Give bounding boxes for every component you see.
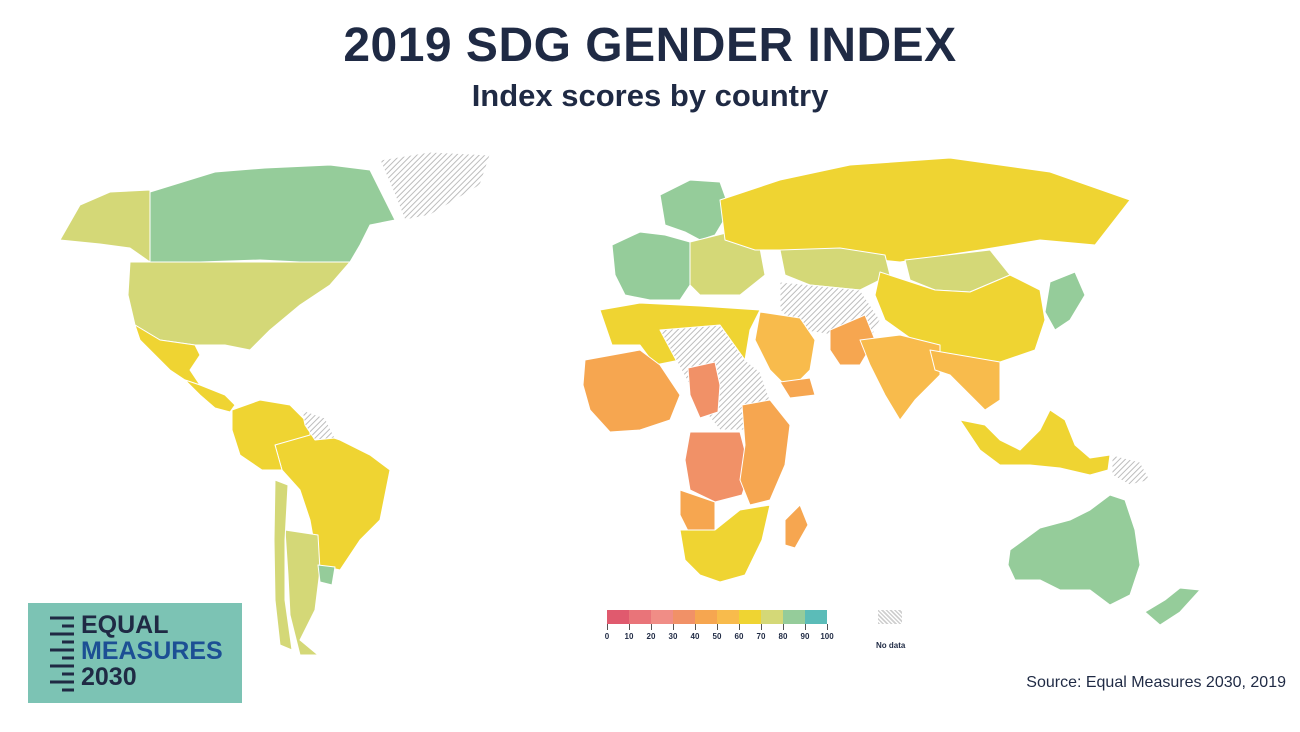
legend-swatch-3 <box>673 610 695 624</box>
legend-tick-4 <box>695 624 696 630</box>
legend-bar <box>607 610 827 624</box>
no-data-label: No data <box>876 641 906 650</box>
legend-swatch-6 <box>739 610 761 624</box>
legend-swatch-8 <box>783 610 805 624</box>
page-title: 2019 SDG GENDER INDEX <box>343 19 957 72</box>
legend-tick-7 <box>761 624 762 630</box>
legend-swatch-9 <box>805 610 827 624</box>
region-india <box>859 334 941 421</box>
region-kazakhstan <box>779 247 891 291</box>
equal-measures-logo: EQUAL MEASURES 2030 <box>28 603 242 703</box>
legend-swatch-5 <box>717 610 739 624</box>
legend-tick-8 <box>783 624 784 630</box>
legend-swatch-7 <box>761 610 783 624</box>
region-central-africa <box>684 431 751 503</box>
logo-lines-icon <box>50 616 74 692</box>
legend-swatch-4 <box>695 610 717 624</box>
no-data-legend: No data <box>876 610 905 650</box>
region-guianas <box>301 409 336 441</box>
region-japan <box>1044 271 1086 331</box>
region-uruguay <box>317 564 336 586</box>
legend-tick-2 <box>651 624 652 630</box>
region-united-states <box>127 261 351 351</box>
region-indonesia <box>959 409 1111 476</box>
legend-label-100: 100 <box>820 632 834 641</box>
region-central-america <box>184 379 236 413</box>
legend-label-0: 0 <box>604 632 610 641</box>
region-northern-south-america <box>231 399 311 471</box>
legend-tick-0 <box>607 624 608 630</box>
region-western-europe <box>611 231 691 301</box>
page-subtitle: Index scores by country <box>471 78 829 113</box>
source-note: Source: Equal Measures 2030, 2019 <box>1026 674 1286 691</box>
region-papua-new-guinea <box>1111 454 1151 486</box>
legend-tick-5 <box>717 624 718 630</box>
region-chile <box>273 479 293 651</box>
legend-label-30: 30 <box>668 632 678 641</box>
region-brazil <box>274 429 391 571</box>
region-southern-africa <box>679 504 771 583</box>
legend-swatch-0 <box>607 610 629 624</box>
legend-label-70: 70 <box>756 632 766 641</box>
region-yemen <box>779 377 816 399</box>
region-australia <box>1007 494 1141 606</box>
legend-label-40: 40 <box>690 632 700 641</box>
region-southeast-asia <box>929 349 1001 411</box>
region-russia <box>719 157 1131 263</box>
region-east-africa <box>739 399 791 506</box>
region-argentina <box>284 529 321 656</box>
legend-tick-10 <box>827 624 828 630</box>
region-canada <box>149 164 396 263</box>
color-legend: 0 10 20 30 40 50 60 70 80 90 100 <box>604 610 834 648</box>
legend-label-80: 80 <box>778 632 788 641</box>
legend-tick-6 <box>739 624 740 630</box>
legend-swatch-1 <box>629 610 651 624</box>
legend-tick-3 <box>673 624 674 630</box>
logo-text-line2: MEASURES <box>81 637 223 665</box>
region-new-zealand <box>1144 587 1201 626</box>
logo-text-line3: 2030 <box>81 663 137 691</box>
region-chad <box>687 361 721 419</box>
legend-swatch-2 <box>651 610 673 624</box>
legend-ticks: 0 10 20 30 40 50 60 70 80 90 100 <box>604 624 834 648</box>
region-madagascar <box>784 504 809 549</box>
legend-tick-9 <box>805 624 806 630</box>
legend-label-10: 10 <box>624 632 634 641</box>
world-map <box>59 151 1201 656</box>
region-pakistan <box>829 314 876 366</box>
legend-label-20: 20 <box>646 632 656 641</box>
legend-tick-1 <box>629 624 630 630</box>
legend-label-90: 90 <box>800 632 810 641</box>
logo-text-line1: EQUAL <box>81 611 169 639</box>
region-west-africa <box>582 349 681 433</box>
region-alaska-united-states- <box>59 189 151 263</box>
region-nordic-countries <box>659 179 731 241</box>
region-greenland <box>379 151 491 221</box>
legend-label-50: 50 <box>712 632 722 641</box>
legend-label-60: 60 <box>734 632 744 641</box>
no-data-swatch <box>878 610 902 624</box>
